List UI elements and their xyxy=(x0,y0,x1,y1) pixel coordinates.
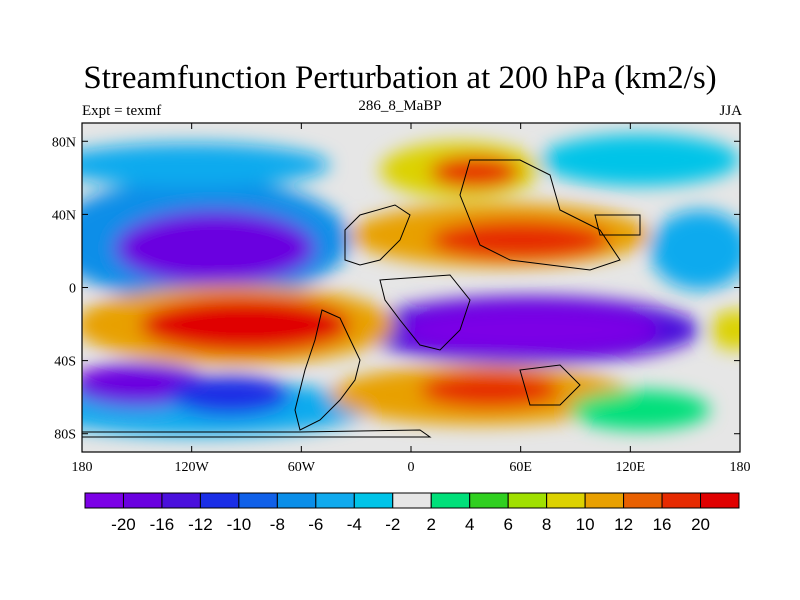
colorbar-label: 10 xyxy=(576,515,595,534)
colorbar-swatch xyxy=(469,492,509,509)
blob-south-green xyxy=(570,390,710,430)
blob-east-edge xyxy=(710,310,740,350)
colorbar-label: 16 xyxy=(653,515,672,534)
colorbar-label: 12 xyxy=(614,515,633,534)
colorbar-swatch xyxy=(507,492,548,509)
blob-indian-low-core xyxy=(400,306,660,354)
colorbar-swatch xyxy=(392,492,432,509)
colorbar-label: -12 xyxy=(188,515,213,534)
x-tick-label: 180 xyxy=(730,460,751,475)
x-tick-label: 180 xyxy=(72,460,93,475)
blob-pacific-high-core xyxy=(140,297,350,353)
colorbar-label: 2 xyxy=(427,515,436,534)
blob-north-pac-core xyxy=(115,210,315,286)
season-label: JJA xyxy=(719,103,742,119)
colorbar-label: 8 xyxy=(542,515,551,534)
colorbar-label: -10 xyxy=(227,515,252,534)
colorbar-swatch xyxy=(276,492,317,509)
blob-south-low-2 xyxy=(170,375,290,415)
y-axis: 80N 40N 0 40S 80S xyxy=(52,135,740,443)
coast-east-asia xyxy=(594,214,641,236)
colorbar-label: -2 xyxy=(385,515,400,534)
coast-europe xyxy=(344,204,411,266)
colorbar-swatch xyxy=(546,492,586,509)
blob-north-east xyxy=(650,210,740,290)
experiment-label: Expt = texmf xyxy=(82,103,162,119)
colorbar-label: -20 xyxy=(111,515,136,534)
blob-polar-high-core xyxy=(430,156,520,188)
colorbar: -20 -16 -12 -10 -8 -6 -4 -2 2 4 6 8 10 12 16 20 xyxy=(84,492,740,534)
y-tick-label: 40N xyxy=(52,208,76,223)
colorbar-swatch xyxy=(584,492,625,509)
colorbar-label: 6 xyxy=(503,515,512,534)
colorbar-swatch xyxy=(661,492,702,509)
period-label: 286_8_MaBP xyxy=(358,98,442,114)
coast-asia xyxy=(459,159,621,271)
colorbar-label: -8 xyxy=(270,515,285,534)
y-tick-label: 80S xyxy=(54,428,76,443)
plot-area xyxy=(82,123,740,452)
colorbar-swatch xyxy=(122,492,163,509)
colorbar-label: 20 xyxy=(691,515,710,534)
colorbar-swatch xyxy=(700,492,740,509)
x-tick-label: 0 xyxy=(408,460,415,475)
coast-africa xyxy=(379,274,471,351)
y-tick-label: 80N xyxy=(52,135,76,150)
colorbar-swatch xyxy=(623,492,663,509)
colorbar-swatch xyxy=(84,492,124,509)
colorbar-swatch xyxy=(238,492,278,509)
y-tick-label: 0 xyxy=(69,282,76,297)
x-tick-label: 60W xyxy=(288,460,316,475)
blob-asian-high-core xyxy=(430,220,610,260)
colorbar-swatch xyxy=(199,492,240,509)
colorbar-label: -6 xyxy=(308,515,323,534)
colorbar-label: 4 xyxy=(465,515,474,534)
colorbar-swatch xyxy=(315,492,355,509)
coastlines xyxy=(82,159,641,438)
coast-antarctica xyxy=(82,429,432,438)
colorbar-label: -16 xyxy=(150,515,175,534)
x-tick-label: 60E xyxy=(509,460,532,475)
x-axis: 180 120W 60W 0 60E 120E 180 xyxy=(72,123,751,475)
blob-north-east-top xyxy=(540,134,740,186)
coast-south-america xyxy=(294,309,361,431)
colorbar-swatch xyxy=(161,492,201,509)
colorbar-label: -4 xyxy=(347,515,362,534)
blob-south-ocean-high-core xyxy=(420,372,560,408)
blob-north-top xyxy=(82,143,330,187)
colorbar-swatch xyxy=(430,492,471,509)
x-tick-label: 120E xyxy=(616,460,646,475)
colorbar-swatch xyxy=(353,492,394,509)
y-tick-label: 40S xyxy=(54,355,76,370)
coast-australia xyxy=(519,364,581,406)
x-tick-label: 120W xyxy=(175,460,210,475)
chart-title: Streamfunction Perturbation at 200 hPa (… xyxy=(83,60,717,96)
